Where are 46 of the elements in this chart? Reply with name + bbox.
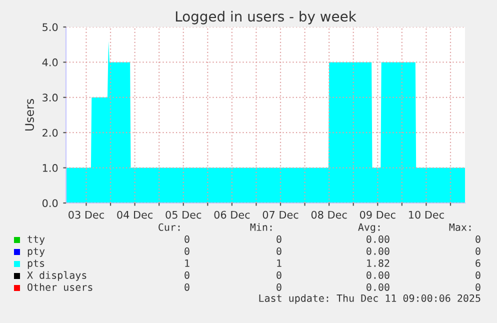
- text: 0: [276, 247, 282, 255]
- legend-label: pts: [28, 260, 44, 269]
- text: 0: [476, 235, 480, 243]
- x-tick-label: 09 Dec: [360, 210, 396, 219]
- text: 0.00: [366, 235, 390, 243]
- text: 1.82: [367, 259, 390, 267]
- y-tick-label: 3.0: [42, 94, 58, 102]
- text: 0: [276, 235, 282, 243]
- text: Last update: Thu Dec 11 09:00:06 2025: [259, 294, 480, 304]
- text: 0: [184, 271, 190, 279]
- x-tick-label: 10 Dec: [408, 210, 444, 219]
- y-axis-title: Users: [25, 99, 34, 131]
- text: Avg:: [358, 223, 380, 233]
- y-tick-label: 4.0: [42, 58, 58, 66]
- text: 0: [476, 247, 480, 255]
- text: Max:: [449, 223, 471, 231]
- text: 6: [476, 259, 480, 267]
- x-tick-label: 05 Dec: [166, 210, 202, 219]
- legend-label: Other users: [28, 283, 92, 291]
- text: Cur:: [158, 223, 180, 231]
- text: 1: [185, 259, 190, 267]
- x-tick-label: 08 Dec: [311, 210, 347, 219]
- y-tick-label: 1.0: [42, 164, 58, 172]
- x-tick-label: 04 Dec: [117, 210, 153, 219]
- text: 0: [184, 235, 190, 243]
- text: 0.00: [366, 271, 390, 279]
- legend-label: X displays: [27, 271, 86, 281]
- text: 0.00: [366, 283, 390, 291]
- x-tick-label: 06 Dec: [214, 210, 250, 219]
- y-tick-label: 5.0: [42, 23, 58, 32]
- text: 0: [476, 271, 480, 279]
- text: 0: [184, 283, 190, 291]
- y-tick-label: 0.0: [42, 199, 58, 208]
- y-tick-label: 2.0: [42, 128, 58, 137]
- text: 0: [184, 247, 190, 255]
- chart-title: Logged in users - by week: [176, 10, 356, 24]
- text: 0: [476, 283, 480, 291]
- text: 1: [277, 259, 282, 267]
- legend-label: tty: [28, 236, 45, 245]
- text: Min:: [250, 223, 272, 231]
- legend-label: pty: [28, 248, 45, 257]
- x-tick-label: 03 Dec: [68, 210, 104, 219]
- x-tick-label: 07 Dec: [262, 210, 298, 219]
- text: 0: [276, 271, 282, 279]
- text: 0: [276, 283, 282, 291]
- text: 0.00: [366, 247, 390, 255]
